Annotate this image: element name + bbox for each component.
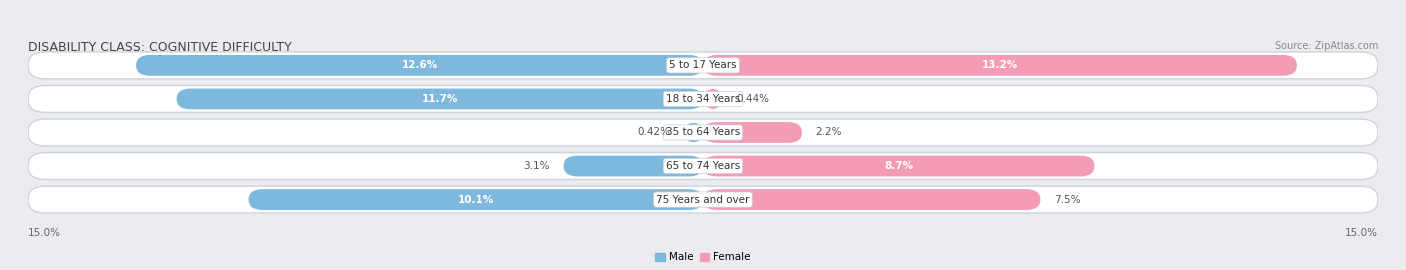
Text: 15.0%: 15.0% (1346, 228, 1378, 238)
Text: 12.6%: 12.6% (402, 60, 437, 70)
Text: 35 to 64 Years: 35 to 64 Years (666, 127, 740, 137)
Text: 7.5%: 7.5% (1054, 195, 1080, 205)
FancyBboxPatch shape (28, 119, 1378, 146)
FancyBboxPatch shape (28, 153, 1378, 180)
Text: 18 to 34 Years: 18 to 34 Years (666, 94, 740, 104)
FancyBboxPatch shape (28, 86, 1378, 112)
FancyBboxPatch shape (703, 55, 1296, 76)
FancyBboxPatch shape (703, 156, 1094, 176)
Text: 65 to 74 Years: 65 to 74 Years (666, 161, 740, 171)
Text: 3.1%: 3.1% (523, 161, 550, 171)
FancyBboxPatch shape (136, 55, 703, 76)
Text: 13.2%: 13.2% (981, 60, 1018, 70)
FancyBboxPatch shape (703, 189, 1040, 210)
Text: 75 Years and over: 75 Years and over (657, 195, 749, 205)
Text: 15.0%: 15.0% (28, 228, 60, 238)
Text: 2.2%: 2.2% (815, 127, 842, 137)
Text: 0.42%: 0.42% (637, 127, 671, 137)
Text: 10.1%: 10.1% (458, 195, 494, 205)
FancyBboxPatch shape (703, 122, 801, 143)
Text: DISABILITY CLASS: COGNITIVE DIFFICULTY: DISABILITY CLASS: COGNITIVE DIFFICULTY (28, 41, 292, 54)
Legend: Male, Female: Male, Female (654, 250, 752, 265)
FancyBboxPatch shape (28, 52, 1378, 79)
FancyBboxPatch shape (703, 89, 723, 109)
FancyBboxPatch shape (685, 122, 703, 143)
FancyBboxPatch shape (177, 89, 703, 109)
Text: 5 to 17 Years: 5 to 17 Years (669, 60, 737, 70)
FancyBboxPatch shape (28, 186, 1378, 213)
FancyBboxPatch shape (564, 156, 703, 176)
Text: 8.7%: 8.7% (884, 161, 914, 171)
FancyBboxPatch shape (249, 189, 703, 210)
Text: 11.7%: 11.7% (422, 94, 458, 104)
Text: 0.44%: 0.44% (737, 94, 769, 104)
Text: Source: ZipAtlas.com: Source: ZipAtlas.com (1274, 41, 1378, 51)
